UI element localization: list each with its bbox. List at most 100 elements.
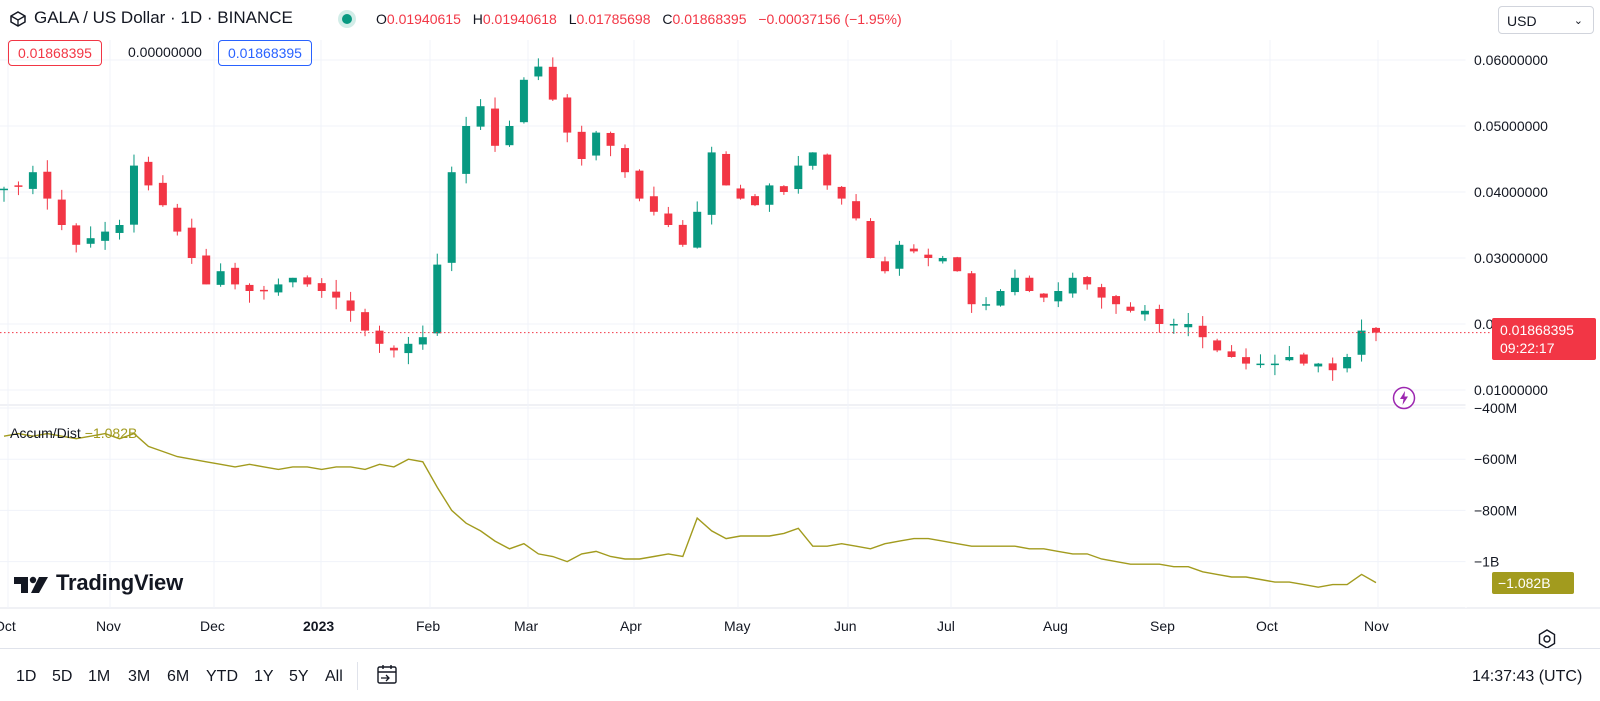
candle-body[interactable] — [635, 170, 644, 199]
candle-body[interactable] — [592, 132, 601, 156]
candle-body[interactable] — [996, 291, 1005, 306]
range-button-ytd[interactable]: YTD — [206, 668, 238, 685]
candle-body[interactable] — [794, 165, 803, 190]
range-button-1y[interactable]: 1Y — [254, 668, 274, 685]
candle-body[interactable] — [317, 283, 326, 291]
symbol-title[interactable]: GALA / US Dollar · 1D · BINANCE — [34, 8, 293, 27]
candle-body[interactable] — [678, 224, 687, 245]
candle-body[interactable] — [462, 126, 471, 174]
candle-body[interactable] — [1025, 277, 1034, 291]
candle-body[interactable] — [1270, 363, 1279, 366]
candle-body[interactable] — [57, 199, 66, 225]
candle-body[interactable] — [202, 255, 211, 285]
candle-body[interactable] — [1126, 306, 1135, 311]
candle-body[interactable] — [231, 267, 240, 285]
candle-body[interactable] — [216, 271, 225, 285]
candle-body[interactable] — [1184, 324, 1193, 328]
candle-body[interactable] — [909, 248, 918, 252]
candle-body[interactable] — [505, 126, 514, 146]
candle-body[interactable] — [43, 171, 52, 199]
candle-body[interactable] — [534, 66, 543, 77]
candle-body[interactable] — [895, 244, 904, 269]
range-button-all[interactable]: All — [325, 668, 343, 685]
candle-body[interactable] — [982, 304, 991, 306]
candle-body[interactable] — [519, 79, 528, 123]
candle-body[interactable] — [866, 221, 875, 258]
candle-body[interactable] — [86, 238, 95, 244]
candle-body[interactable] — [924, 254, 933, 258]
candle-body[interactable] — [1112, 296, 1121, 305]
calendar-range-icon[interactable] — [374, 662, 400, 688]
candle-body[interactable] — [548, 66, 557, 100]
candle-body[interactable] — [101, 231, 110, 241]
candle-body[interactable] — [1097, 287, 1106, 298]
market-status-dot[interactable] — [342, 14, 352, 24]
candle-body[interactable] — [1372, 327, 1380, 333]
candle-body[interactable] — [418, 337, 427, 345]
candle-body[interactable] — [274, 284, 283, 293]
candle-body[interactable] — [158, 182, 167, 206]
candle-body[interactable] — [1140, 310, 1149, 315]
candle-body[interactable] — [1054, 291, 1063, 302]
candle-body[interactable] — [389, 347, 398, 351]
candle-body[interactable] — [1328, 363, 1337, 371]
candle-body[interactable] — [173, 207, 182, 232]
candle-body[interactable] — [332, 291, 341, 298]
lightning-icon[interactable] — [1392, 386, 1416, 410]
range-button-6m[interactable]: 6M — [167, 668, 190, 685]
candle-body[interactable] — [649, 196, 658, 212]
candle-body[interactable] — [1169, 324, 1178, 326]
candle-body[interactable] — [779, 186, 788, 192]
candle-body[interactable] — [1343, 357, 1352, 369]
candle-body[interactable] — [72, 225, 81, 245]
candle-body[interactable] — [28, 172, 37, 189]
candle-body[interactable] — [1039, 293, 1048, 298]
candle-body[interactable] — [953, 257, 962, 272]
candle-body[interactable] — [14, 185, 23, 187]
settings-icon[interactable] — [1536, 628, 1558, 650]
candle-body[interactable] — [303, 277, 312, 285]
candle-body[interactable] — [1227, 351, 1236, 357]
candle-body[interactable] — [852, 201, 861, 219]
range-button-5d[interactable]: 5D — [52, 668, 73, 685]
candle-body[interactable] — [404, 343, 413, 354]
candle-body[interactable] — [606, 132, 615, 146]
candle-body[interactable] — [722, 153, 731, 186]
candle-body[interactable] — [447, 172, 456, 263]
candle-body[interactable] — [765, 185, 774, 205]
candle-body[interactable] — [0, 188, 8, 191]
candle-body[interactable] — [144, 161, 153, 186]
candle-body[interactable] — [1155, 308, 1164, 324]
candle-body[interactable] — [1213, 340, 1222, 351]
range-button-1m[interactable]: 1M — [88, 668, 111, 685]
sell-price-box[interactable]: 0.01868395 — [8, 40, 102, 66]
candle-body[interactable] — [1285, 357, 1294, 361]
candle-body[interactable] — [967, 273, 976, 305]
candle-body[interactable] — [621, 148, 630, 173]
candle-body[interactable] — [1299, 354, 1308, 364]
candle-body[interactable] — [750, 196, 759, 206]
candle-body[interactable] — [837, 186, 846, 199]
candle-body[interactable] — [1083, 277, 1092, 285]
candle-body[interactable] — [664, 213, 673, 225]
indicator-legend[interactable]: Accum/Dist −1.082B — [10, 425, 137, 441]
buy-price-box[interactable]: 0.01868395 — [218, 40, 312, 66]
candle-body[interactable] — [245, 284, 254, 291]
range-button-3m[interactable]: 3M — [128, 668, 151, 685]
candle-body[interactable] — [880, 261, 889, 272]
candle-body[interactable] — [259, 289, 268, 292]
candle-body[interactable] — [129, 165, 138, 225]
candle-body[interactable] — [938, 258, 947, 262]
candle-body[interactable] — [433, 264, 442, 334]
candle-body[interactable] — [1010, 277, 1019, 293]
utc-clock[interactable]: 14:37:43 (UTC) — [1472, 668, 1583, 685]
candle-body[interactable] — [361, 312, 370, 331]
candle-body[interactable] — [476, 106, 485, 127]
candle-body[interactable] — [736, 188, 745, 199]
candle-body[interactable] — [1068, 277, 1077, 294]
candle-body[interactable] — [808, 152, 817, 166]
currency-select[interactable]: USD ⌄ — [1498, 6, 1594, 34]
candle-body[interactable] — [346, 300, 355, 311]
candle-body[interactable] — [115, 225, 124, 233]
